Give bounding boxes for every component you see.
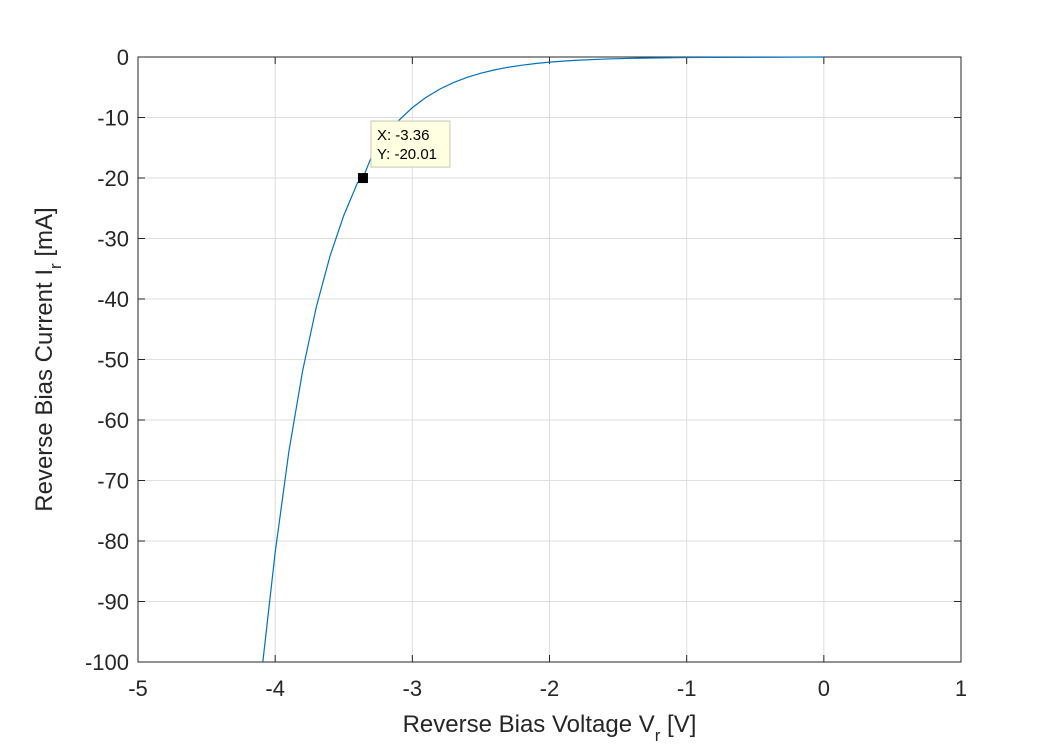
y-tick-label: -30 <box>97 227 129 252</box>
y-tick-label: -100 <box>85 650 129 675</box>
datatip[interactable]: X: -3.36 Y: -20.01 <box>357 120 451 184</box>
y-tick-label: 0 <box>117 45 129 70</box>
x-tick-label: -1 <box>677 676 697 701</box>
series-line <box>262 56 824 663</box>
y-axis-label: Reverse Bias Current Ir [mA] <box>31 207 65 511</box>
x-tick-label: -2 <box>540 676 560 701</box>
y-tick-label: -80 <box>97 529 129 554</box>
x-tick-label: 1 <box>955 676 967 701</box>
x-tick-label: -5 <box>128 676 148 701</box>
y-tick-label: -60 <box>97 408 129 433</box>
datatip-marker[interactable] <box>357 173 368 184</box>
y-axis-ticks: 0 -10 -20 -30 -40 -50 -60 -70 -80 -90 -100 <box>85 45 961 675</box>
datatip-box <box>370 120 451 168</box>
datatip-y-text: Y: -20.01 <box>377 146 437 163</box>
series-group <box>262 56 824 663</box>
y-tick-label: -50 <box>97 348 129 373</box>
datatip-x-text: X: -3.36 <box>377 127 430 144</box>
y-tick-label: -70 <box>97 469 129 494</box>
x-tick-label: -4 <box>265 676 285 701</box>
x-axis-ticks: -5 -4 -3 -2 -1 0 1 <box>128 57 967 701</box>
x-tick-label: 0 <box>818 676 830 701</box>
x-axis-label: Reverse Bias Voltage Vr [V] <box>403 711 697 745</box>
y-tick-label: -90 <box>97 590 129 615</box>
y-tick-label: -20 <box>97 166 129 191</box>
x-tick-label: -3 <box>403 676 423 701</box>
y-tick-label: -10 <box>97 106 129 131</box>
y-tick-label: -40 <box>97 287 129 312</box>
